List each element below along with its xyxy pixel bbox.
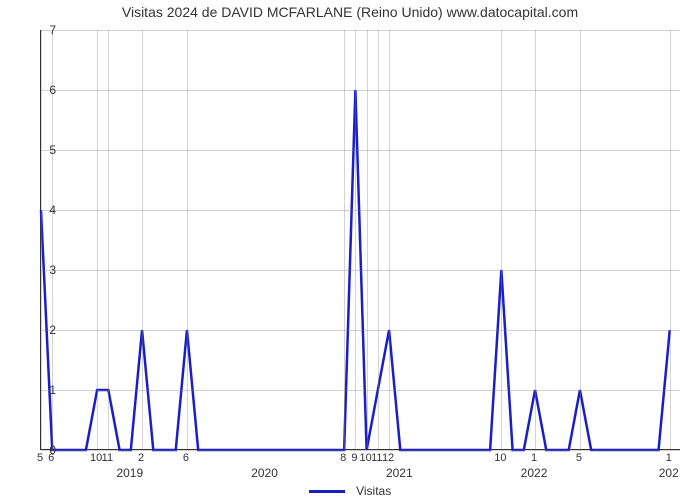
gridline-v: [501, 30, 502, 449]
gridline-v: [378, 30, 379, 449]
gridline-h: [41, 270, 680, 271]
gridline-v: [670, 30, 671, 449]
legend: Visitas: [0, 484, 700, 498]
gridline-v: [389, 30, 390, 449]
series-line: [41, 30, 681, 450]
line-chart: Visitas 2024 de DAVID MCFARLANE (Reino U…: [0, 0, 700, 500]
xtick-label: 6: [183, 452, 189, 464]
xtick-label: 10: [90, 452, 102, 464]
gridline-v: [355, 30, 356, 449]
gridline-h: [41, 90, 680, 91]
xtick-label: 6: [48, 452, 54, 464]
ytick-label: 1: [36, 383, 56, 397]
xtick-label: 9: [351, 452, 357, 464]
xtick-label: 1: [531, 452, 537, 464]
xtick-label: 5: [576, 452, 582, 464]
gridline-v: [580, 30, 581, 449]
xyear-label: 202: [659, 466, 679, 480]
xtick-label: 1: [666, 452, 672, 464]
gridline-h: [41, 210, 680, 211]
ytick-label: 6: [36, 83, 56, 97]
ytick-label: 3: [36, 263, 56, 277]
ytick-label: 5: [36, 143, 56, 157]
chart-title: Visitas 2024 de DAVID MCFARLANE (Reino U…: [0, 4, 700, 20]
gridline-h: [41, 330, 680, 331]
ytick-label: 7: [36, 23, 56, 37]
xtick-label: 5: [37, 452, 43, 464]
gridline-v: [367, 30, 368, 449]
gridline-v: [344, 30, 345, 449]
xtick-label: 12: [382, 452, 394, 464]
xyear-label: 2021: [386, 466, 413, 480]
xtick-label: 11: [102, 452, 113, 464]
gridline-v: [142, 30, 143, 449]
xtick-label: 11: [371, 452, 382, 464]
gridline-v: [97, 30, 98, 449]
gridline-h: [41, 390, 680, 391]
xyear-label: 2022: [521, 466, 548, 480]
gridline-v: [108, 30, 109, 449]
legend-label: Visitas: [356, 484, 391, 498]
xtick-label: 8: [340, 452, 346, 464]
xyear-label: 2020: [251, 466, 278, 480]
gridline-h: [41, 150, 680, 151]
legend-swatch: [309, 490, 345, 493]
gridline-h: [41, 450, 680, 451]
ytick-label: 2: [36, 323, 56, 337]
xtick-label: 10: [359, 452, 371, 464]
ytick-label: 4: [36, 203, 56, 217]
plot-area: [40, 30, 680, 450]
gridline-v: [187, 30, 188, 449]
gridline-h: [41, 30, 680, 31]
xtick-label: 10: [494, 452, 506, 464]
xtick-label: 2: [138, 452, 144, 464]
xyear-label: 2019: [116, 466, 143, 480]
gridline-v: [535, 30, 536, 449]
